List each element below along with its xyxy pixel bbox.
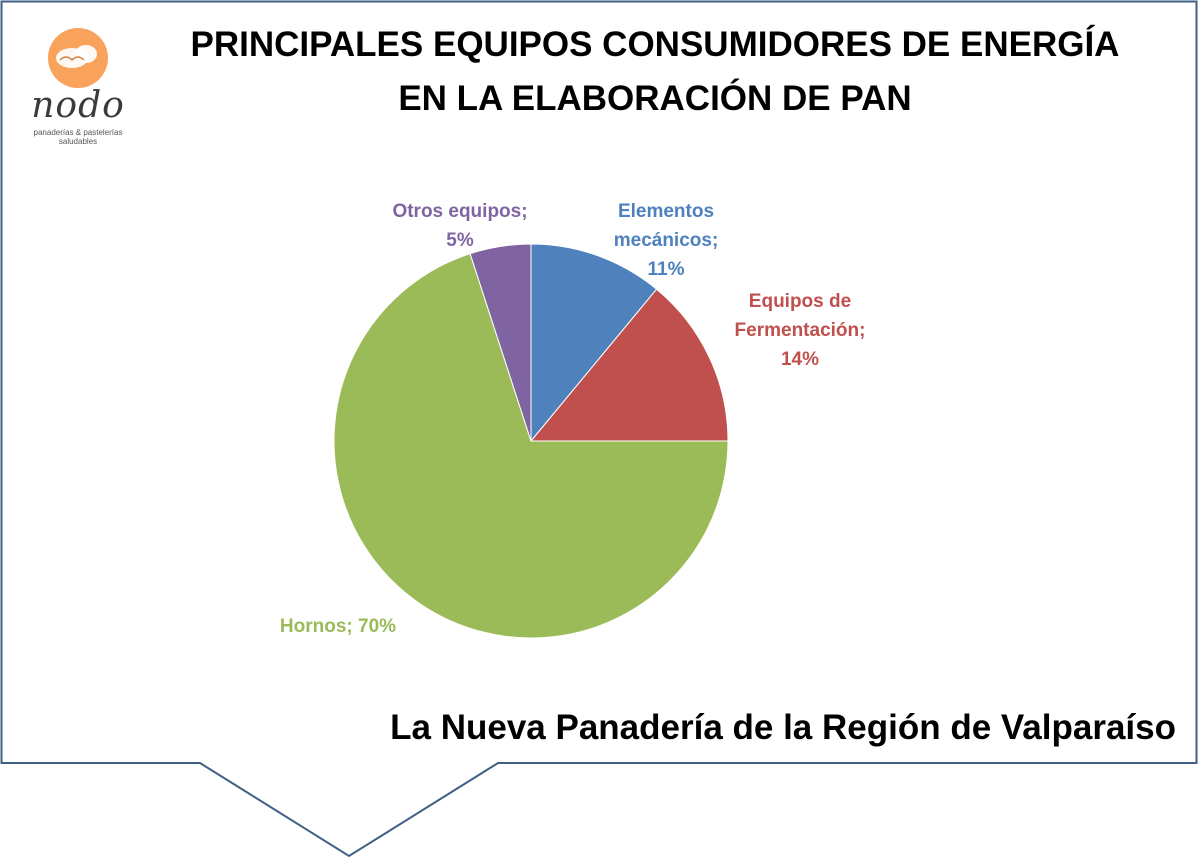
slice-label-line: 5%	[446, 230, 474, 251]
pie-slice-elementos-mec-nicos	[530, 243, 658, 443]
slice-label-line: Elementos	[617, 201, 715, 222]
slice-label-line: Hornos; 70%	[279, 616, 397, 637]
logo-tagline: panaderías & pastelerías saludables	[20, 128, 136, 146]
slice-label-line: Otros equipos;	[392, 201, 528, 222]
logo-tagline-line-2: saludables	[58, 137, 98, 146]
logo-tagline-line-1: panaderías & pastelerías	[33, 128, 123, 137]
chart-subtitle: La Nueva Panadería de la Región de Valpa…	[390, 708, 1176, 747]
slice-label-line: Equipos de	[748, 291, 852, 312]
slice-label-line: mecánicos;	[613, 230, 719, 251]
logo-wordmark: nodo	[31, 85, 125, 126]
pie-slice-equipos-de-fermentaci-n	[529, 288, 729, 442]
pie-slice-hornos	[333, 253, 729, 639]
slice-label-otros-equipos: Otros equipos; 5%	[392, 197, 527, 255]
bread-logo-icon	[48, 28, 108, 88]
nodo-logo: nodo panaderías & pastelerías saludables	[20, 28, 140, 146]
slice-label-elementos-mec-nicos: Elementos mecánicos; 11%	[614, 197, 719, 284]
slice-label-line: 14%	[780, 349, 820, 370]
slice-label-line: 11%	[647, 259, 685, 280]
chart-title-line-2: EN LA ELABORACIÓN DE PAN	[398, 79, 912, 118]
chart-title-line-1: PRINCIPALES EQUIPOS CONSUMIDORES DE ENER…	[190, 25, 1120, 64]
pie-slice-otros-equipos	[469, 243, 532, 442]
slice-label-hornos: Hornos; 70%	[280, 612, 396, 641]
slice-label-equipos-de-fermentaci-n: Equipos de Fermentación; 14%	[735, 287, 866, 374]
slice-label-line: Fermentación;	[734, 320, 866, 341]
